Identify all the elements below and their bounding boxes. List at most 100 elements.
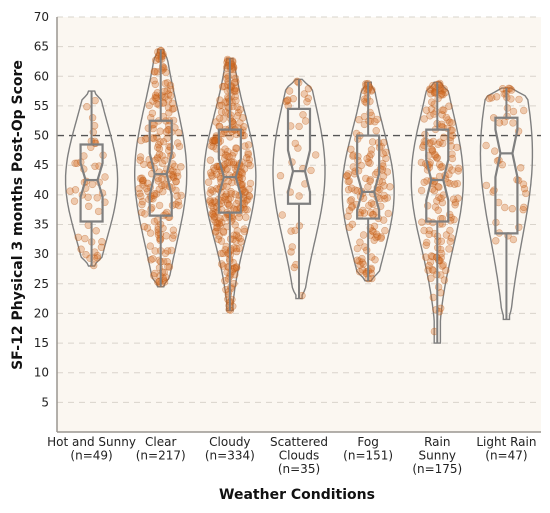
- y-tick-label: 60: [34, 69, 49, 83]
- data-point: [209, 143, 217, 151]
- data-point: [235, 213, 243, 222]
- data-point: [220, 193, 228, 201]
- data-point: [358, 266, 367, 274]
- data-point: [221, 108, 230, 116]
- data-point: [374, 232, 382, 241]
- data-point: [439, 90, 447, 99]
- data-point: [150, 67, 159, 76]
- data-point: [246, 179, 255, 188]
- data-point: [347, 196, 356, 204]
- data-point: [360, 209, 369, 217]
- data-point: [158, 181, 166, 190]
- data-point: [384, 209, 392, 218]
- data-point: [227, 158, 236, 166]
- violin: [341, 81, 395, 282]
- data-point: [231, 84, 240, 93]
- violin: [134, 48, 188, 288]
- data-point: [440, 133, 448, 142]
- data-point: [221, 246, 230, 254]
- data-point: [355, 115, 363, 124]
- data-point: [509, 119, 517, 127]
- data-point: [207, 186, 215, 194]
- data-point: [223, 164, 232, 173]
- data-point: [433, 154, 441, 162]
- data-point: [139, 176, 147, 185]
- x-tick-label: Rain: [424, 435, 450, 449]
- data-point: [383, 168, 392, 176]
- data-point: [353, 187, 362, 195]
- data-point: [153, 143, 162, 152]
- data-point: [169, 171, 177, 179]
- data-point: [244, 141, 253, 149]
- data-point: [147, 205, 155, 213]
- data-point: [225, 158, 233, 167]
- data-point: [344, 170, 352, 178]
- x-tick-label: (n=151): [343, 449, 393, 463]
- data-point: [431, 152, 439, 160]
- data-point: [163, 247, 172, 255]
- data-point: [220, 160, 229, 169]
- data-point: [216, 222, 224, 230]
- data-point: [212, 223, 221, 232]
- data-point: [448, 126, 456, 135]
- data-point: [212, 118, 220, 126]
- box: [356, 134, 381, 220]
- data-point: [155, 201, 164, 210]
- data-point: [228, 152, 237, 160]
- data-point: [210, 204, 218, 212]
- data-point: [141, 210, 149, 218]
- data-point: [383, 194, 391, 202]
- data-point: [150, 76, 158, 85]
- violin: [203, 57, 257, 312]
- data-point: [244, 149, 252, 157]
- data-point: [498, 161, 506, 169]
- data-point: [71, 159, 79, 168]
- y-tick-label: 15: [34, 336, 49, 350]
- data-point: [453, 143, 461, 152]
- data-point: [448, 166, 456, 174]
- data-point: [238, 174, 247, 183]
- box: [217, 128, 242, 214]
- data-point: [381, 226, 389, 235]
- data-point: [365, 201, 373, 210]
- data-point: [136, 174, 145, 183]
- data-point: [155, 145, 164, 153]
- data-point: [143, 224, 152, 232]
- data-point: [216, 214, 224, 223]
- data-point: [164, 96, 173, 104]
- data-point: [353, 244, 362, 253]
- data-point: [238, 170, 247, 178]
- data-point: [151, 80, 160, 89]
- data-point: [154, 153, 162, 162]
- data-point: [138, 197, 147, 206]
- data-point: [245, 185, 253, 193]
- data-point: [435, 183, 443, 191]
- data-point: [428, 145, 436, 154]
- data-point: [243, 206, 251, 214]
- data-point: [433, 197, 441, 205]
- data-point: [218, 260, 226, 268]
- data-point: [445, 245, 453, 253]
- data-point: [172, 177, 180, 186]
- data-point: [448, 119, 456, 127]
- data-point: [345, 206, 354, 215]
- data-point: [212, 227, 220, 236]
- data-point: [217, 249, 226, 258]
- data-point: [427, 274, 435, 282]
- data-point: [376, 185, 384, 194]
- data-point: [170, 231, 178, 239]
- data-point: [446, 237, 454, 246]
- data-point: [223, 159, 232, 167]
- data-point: [509, 107, 518, 116]
- data-point: [439, 139, 447, 148]
- data-point: [221, 277, 229, 285]
- data-point: [377, 233, 385, 241]
- data-point: [288, 243, 296, 251]
- data-point: [347, 184, 356, 192]
- data-point: [379, 138, 388, 147]
- data-point: [170, 104, 178, 113]
- data-point: [217, 101, 226, 110]
- data-point: [242, 197, 250, 205]
- data-point: [239, 114, 247, 122]
- data-point: [355, 257, 363, 265]
